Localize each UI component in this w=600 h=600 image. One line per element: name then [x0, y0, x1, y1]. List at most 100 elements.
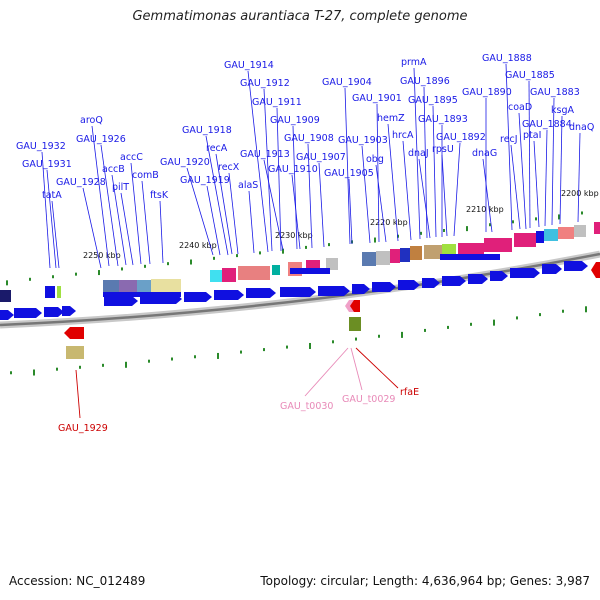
leader-line [348, 178, 353, 245]
kbp-scale: 2250 kbp 2240 kbp 2230 kbp 2220 kbp 2210… [83, 189, 599, 260]
leader-line [482, 158, 493, 233]
tick-mark [79, 365, 81, 369]
leader-line [413, 67, 421, 240]
gene-arrow [214, 290, 244, 300]
tick-mark [29, 277, 31, 281]
leader-line [418, 158, 431, 239]
gene-label: prmA [401, 57, 427, 68]
gene-label: GAU_1932 [16, 141, 66, 152]
leader-line [100, 144, 119, 267]
tick-mark [240, 350, 242, 354]
rna-gene-feature [66, 346, 84, 359]
leader-line [291, 174, 301, 250]
kbp-label: 2220 kbp [370, 218, 408, 227]
gene-label: GAU_1910 [268, 164, 318, 175]
tick-mark [558, 214, 560, 220]
gene-arrow [352, 284, 370, 294]
leader-line [141, 180, 151, 265]
gene-arrow [490, 271, 508, 281]
leader-line [307, 143, 313, 249]
tick-mark [489, 223, 491, 227]
rna-gene-label: rfaE [400, 387, 419, 398]
tick-mark [420, 231, 422, 235]
tick-mark [355, 337, 357, 341]
gene-label: coaD [508, 102, 532, 113]
gene-label: GAU_1931 [22, 159, 72, 170]
gene-block [484, 238, 512, 252]
gene-arrow [372, 282, 396, 292]
gene-arrow [44, 307, 64, 317]
gene-block [594, 222, 600, 234]
leader-line [350, 347, 363, 391]
tick-mark [33, 369, 35, 376]
leader-line [375, 164, 387, 243]
rna-gene-feature [591, 262, 600, 278]
gene-label-layer: GAU_1932 GAU_1931 tatA GAU_1928 aroQ GAU_1926… [16, 53, 594, 269]
leader-line [263, 88, 273, 252]
tick-mark [470, 322, 472, 326]
tick-mark [447, 325, 449, 329]
tick-mark [401, 331, 403, 338]
gene-label: tatA [42, 190, 62, 201]
gene-block [210, 270, 222, 282]
tick-mark [194, 355, 196, 359]
leader-line [453, 142, 461, 237]
tick-mark [263, 348, 265, 352]
tick-mark [213, 256, 215, 260]
gene-label: dnaJ [408, 148, 429, 159]
gene-label: GAU_1884 [522, 119, 572, 130]
tick-mark [309, 342, 311, 349]
tick-mark [52, 275, 54, 279]
leader-line [577, 132, 581, 223]
gene-arrow [280, 287, 316, 297]
tick-mark [98, 270, 100, 276]
tick-mark [378, 334, 380, 338]
gene-block [536, 231, 544, 243]
gene-label: GAU_1888 [482, 53, 532, 64]
gene-block [514, 233, 536, 247]
tick-mark [535, 217, 537, 221]
tick-mark [374, 237, 376, 243]
reverse-strand-track [0, 262, 600, 359]
gene-label: GAU_1909 [270, 115, 320, 126]
tick-mark [286, 345, 288, 349]
leader-line [432, 105, 437, 238]
rna-gene-label: GAU_t0029 [342, 394, 395, 405]
tick-mark [190, 259, 192, 265]
kbp-label: 2240 kbp [179, 241, 217, 250]
rna-gene-feature [64, 327, 84, 339]
tick-mark [144, 264, 146, 268]
tick-mark [121, 267, 123, 271]
forward-strand-track [0, 254, 588, 320]
tick-mark [562, 309, 564, 313]
gene-arrow [62, 306, 76, 316]
kbp-label: 2250 kbp [83, 251, 121, 260]
leader-line [528, 80, 531, 229]
gene-label: GAU_1928 [56, 177, 106, 188]
gene-label: GAU_1914 [224, 60, 274, 71]
outer-tick-track [6, 211, 583, 286]
gene-label: GAU_1908 [284, 133, 334, 144]
leader-line [355, 347, 399, 389]
leader-line [559, 115, 563, 225]
leader-line [304, 347, 349, 397]
gene-block [103, 280, 119, 293]
gene-block [119, 280, 137, 293]
gene-arrow [184, 292, 212, 302]
gene-arrow [422, 278, 440, 288]
tick-mark [171, 357, 173, 361]
tick-mark [443, 228, 445, 232]
gene-block [222, 268, 236, 282]
tick-mark [10, 371, 12, 375]
gene-label: GAU_1892 [436, 132, 486, 143]
gene-arrow [468, 274, 488, 284]
leader-line [276, 107, 282, 252]
gene-label: GAU_1905 [324, 168, 374, 179]
tick-mark [125, 361, 127, 368]
gene-label: accB [102, 164, 125, 175]
leader-line [41, 151, 51, 269]
leader-line [441, 154, 448, 237]
gene-label: GAU_1911 [252, 97, 302, 108]
leader-line [505, 63, 513, 231]
